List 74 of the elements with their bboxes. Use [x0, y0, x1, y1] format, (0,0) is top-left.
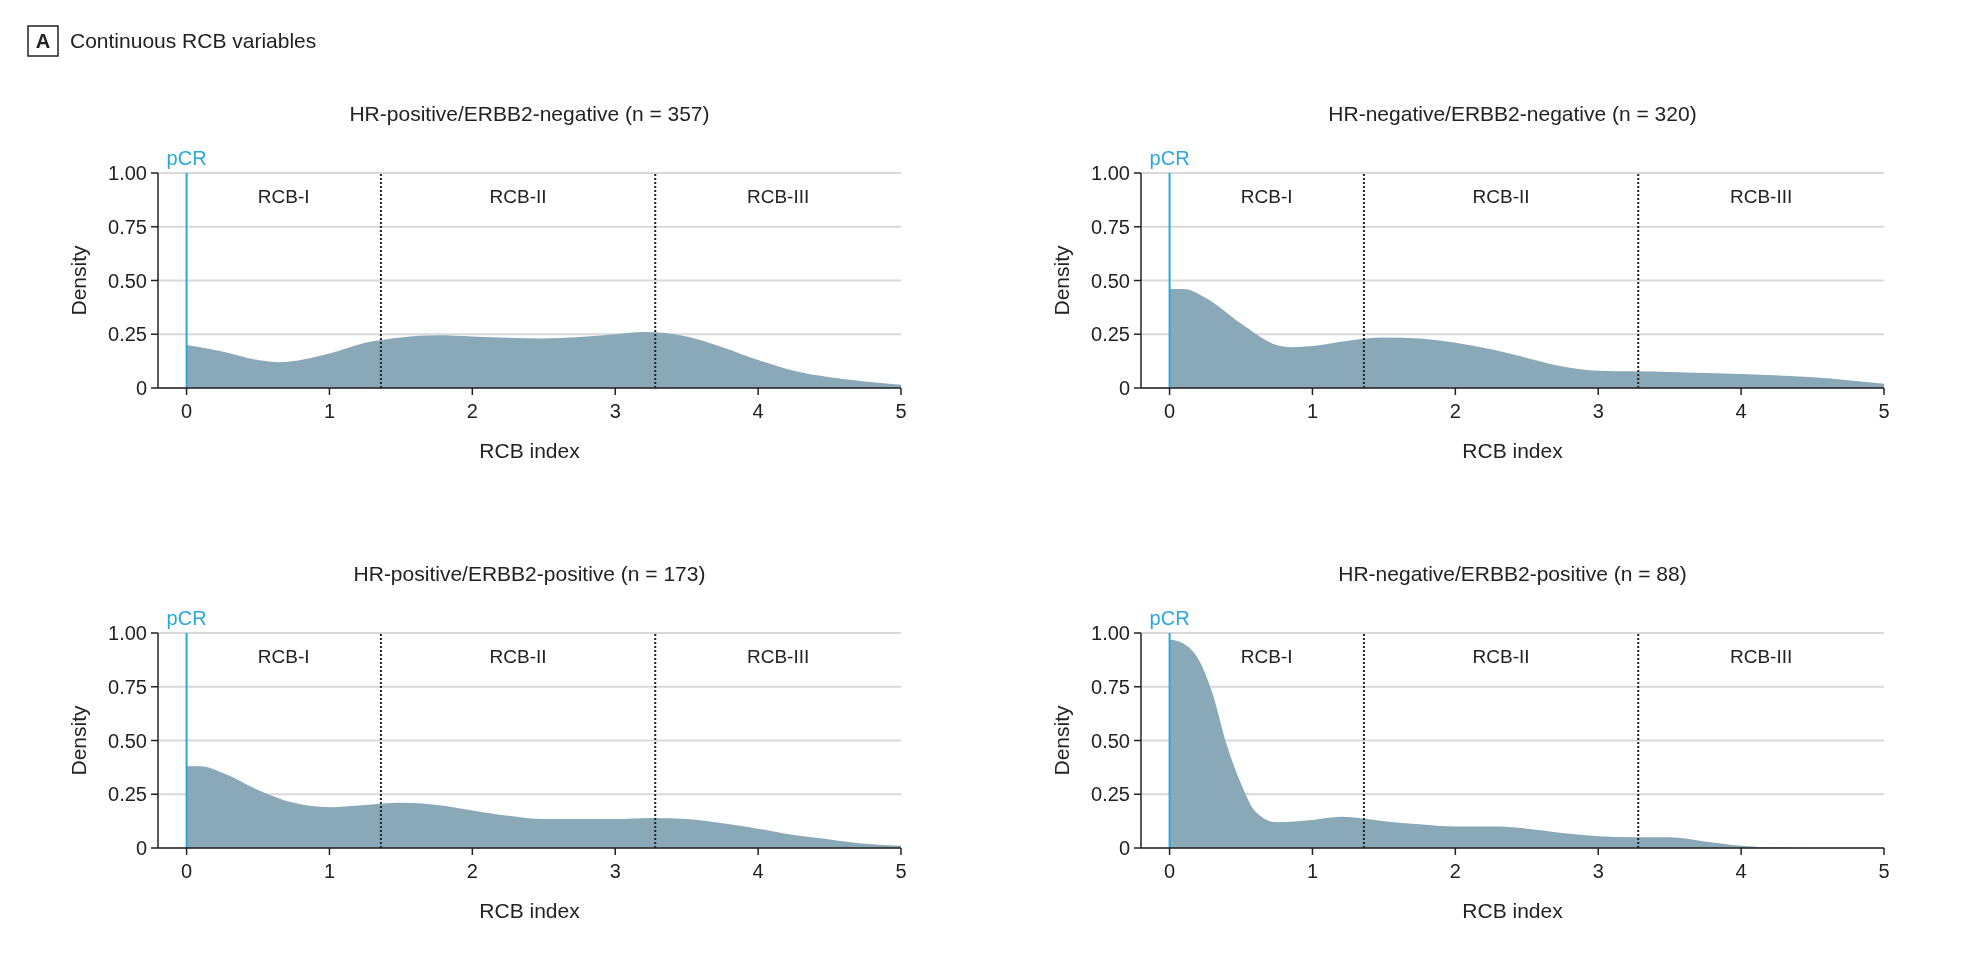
text: Continuous RCB variables: [70, 29, 317, 52]
x-tick-label: 3: [1592, 860, 1604, 882]
annotation: RCB-III: [1729, 186, 1793, 207]
y-axis-title: Density: [1050, 244, 1073, 316]
y-tick-label: 1.00: [108, 622, 147, 644]
y-axis-title: Density: [67, 244, 90, 316]
x-axis-title: RCB index: [1462, 439, 1564, 462]
x-tick-label: 0: [1164, 860, 1176, 882]
y-tick-label: 0.75: [108, 215, 147, 238]
y-tick-label: 0.50: [1091, 269, 1130, 292]
annotation: RCB-III: [746, 186, 810, 207]
y-tick-label: 0.75: [1091, 215, 1130, 238]
x-tick-label: 1: [1306, 400, 1319, 422]
y-tick-label: 0.50: [108, 729, 147, 752]
y-tick-label: 0.50: [108, 269, 147, 292]
x-tick-label: 2: [1449, 860, 1461, 882]
x-tick-label: 4: [752, 400, 764, 422]
x-tick-label: 1: [323, 400, 336, 422]
annotation: RCB-II: [1472, 646, 1530, 667]
x-tick-label: 0: [181, 860, 193, 882]
x-tick-label: 4: [752, 860, 764, 882]
x-axis-title: RCB index: [479, 899, 581, 922]
text: A: [35, 30, 51, 52]
annotation: RCB-II: [489, 646, 547, 667]
y-tick-label: 0.75: [1091, 675, 1130, 698]
y-tick-label: 1.00: [108, 162, 147, 184]
annotation: RCB-I: [257, 646, 310, 667]
ref-line-label: pCR: [166, 147, 207, 169]
x-tick-label: 3: [609, 400, 621, 422]
annotation: RCB-I: [257, 186, 310, 207]
chart-title: HR-negative/ERBB2-positive (n = 88): [1338, 562, 1687, 585]
y-tick-label: 0.50: [1091, 729, 1130, 752]
x-axis-title: RCB index: [1462, 899, 1564, 922]
annotation: RCB-I: [1240, 186, 1293, 207]
y-tick-label: 1.00: [1091, 162, 1130, 184]
chart-title: HR-negative/ERBB2-negative (n = 320): [1328, 102, 1697, 125]
y-tick-label: 1.00: [1091, 622, 1130, 644]
x-axis-title: RCB index: [479, 439, 581, 462]
y-tick-label: 0.25: [108, 783, 147, 806]
ref-line-label: pCR: [1149, 607, 1190, 629]
x-tick-label: 2: [1449, 400, 1461, 422]
x-tick-label: 5: [895, 400, 907, 422]
y-tick-label: 0: [1118, 837, 1130, 859]
y-tick-label: 0.25: [1091, 323, 1130, 346]
ref-line-label: pCR: [1149, 147, 1190, 169]
x-tick-label: 5: [1878, 860, 1890, 882]
y-tick-label: 0.25: [1091, 783, 1130, 806]
y-tick-label: 0: [1118, 377, 1130, 399]
chart-title: HR-positive/ERBB2-negative (n = 357): [349, 102, 710, 125]
annotation: RCB-II: [1472, 186, 1530, 207]
y-tick-label: 0: [135, 837, 147, 859]
x-tick-label: 0: [181, 400, 193, 422]
y-axis-title: Density: [67, 704, 90, 776]
x-tick-label: 2: [466, 860, 478, 882]
x-tick-label: 4: [1735, 400, 1747, 422]
x-tick-label: 1: [323, 860, 336, 882]
y-tick-label: 0: [135, 377, 147, 399]
x-tick-label: 3: [609, 860, 621, 882]
y-tick-label: 0.25: [108, 323, 147, 346]
y-tick-label: 0.75: [108, 675, 147, 698]
chart-title: HR-positive/ERBB2-positive (n = 173): [353, 562, 706, 585]
ref-line-label: pCR: [166, 607, 207, 629]
y-axis-title: Density: [1050, 704, 1073, 776]
x-tick-label: 0: [1164, 400, 1176, 422]
annotation: RCB-III: [1729, 646, 1793, 667]
x-tick-label: 5: [1878, 400, 1890, 422]
x-tick-label: 5: [895, 860, 907, 882]
x-tick-label: 2: [466, 400, 478, 422]
x-tick-label: 4: [1735, 860, 1747, 882]
annotation: RCB-III: [746, 646, 810, 667]
annotation: RCB-II: [489, 186, 547, 207]
x-tick-label: 3: [1592, 400, 1604, 422]
annotation: RCB-I: [1240, 646, 1293, 667]
x-tick-label: 1: [1306, 860, 1319, 882]
